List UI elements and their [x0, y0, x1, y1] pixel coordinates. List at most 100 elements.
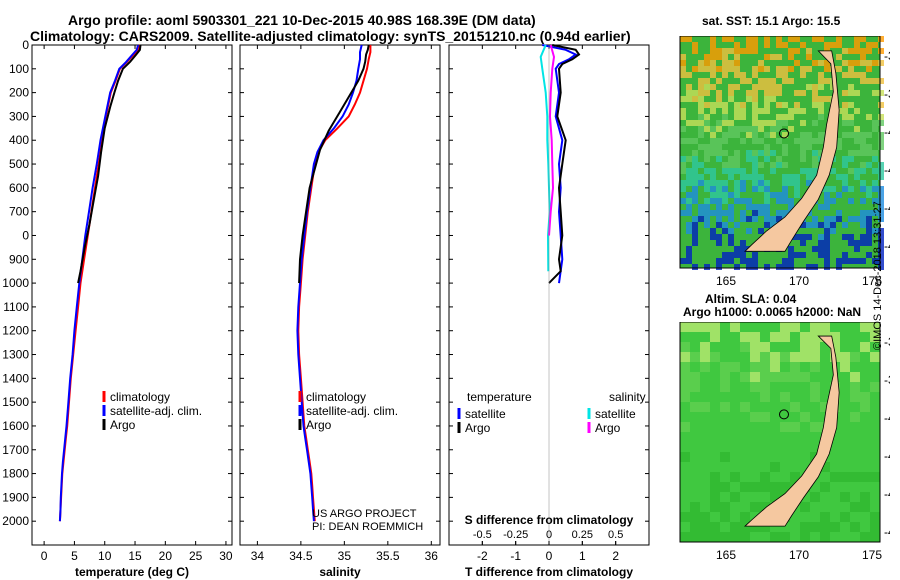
map-cell	[860, 48, 866, 54]
map-cell	[716, 150, 722, 156]
map-cell	[818, 36, 824, 42]
map-cell	[680, 162, 686, 168]
map-cell	[830, 342, 840, 352]
map-cell	[740, 168, 746, 174]
map-cell	[806, 54, 812, 60]
map-cell	[842, 252, 848, 258]
map-content: 165 170 175 -36 -38 -40 -42 -44 -46	[679, 322, 890, 562]
map-cell	[710, 322, 720, 332]
map-cell	[746, 96, 752, 102]
map-cell	[728, 240, 734, 246]
map-cell	[752, 108, 758, 114]
map-cell	[848, 48, 854, 54]
map-cell	[788, 174, 794, 180]
map-y-tick-label: -36	[884, 49, 890, 63]
map-frame	[679, 36, 881, 269]
y-tick-label: 1500	[2, 395, 29, 409]
map-cell	[698, 144, 704, 150]
map-cell	[800, 234, 806, 240]
map-cell	[850, 372, 860, 382]
map-y-tick-label: -40	[884, 125, 890, 139]
map-cell	[836, 36, 842, 42]
map-cell	[704, 204, 710, 210]
map-cell	[764, 54, 770, 60]
land-new-zealand	[744, 50, 840, 252]
map-cell	[752, 132, 758, 138]
map-cell	[810, 322, 820, 332]
map-cell	[686, 156, 692, 162]
map-cell	[758, 120, 764, 126]
map-cell	[686, 180, 692, 186]
map-cell	[776, 72, 782, 78]
map-cell	[692, 42, 698, 48]
map-cell	[878, 174, 884, 180]
y-tick-label: 700	[9, 205, 29, 219]
map-cell	[740, 114, 746, 120]
y-tick-label: 200	[9, 86, 29, 100]
map-cell	[746, 150, 752, 156]
map-cell	[746, 174, 752, 180]
map-cell	[794, 234, 800, 240]
map-cell	[740, 482, 750, 492]
map-cell	[788, 114, 794, 120]
map-cell	[686, 228, 692, 234]
map-cell	[824, 186, 830, 192]
map-cell	[700, 452, 710, 462]
map-cell	[820, 522, 830, 532]
map-cell	[870, 332, 880, 342]
map-cell	[878, 162, 884, 168]
map-cell	[866, 216, 872, 222]
map-y-tick-label: -40	[884, 411, 890, 425]
map-cell	[686, 174, 692, 180]
map-cell	[782, 258, 788, 264]
map-cell	[700, 532, 710, 542]
map-cell	[878, 240, 884, 246]
sla-map: 165 170 175 -36 -38 -40 -42 -44 -46	[679, 322, 890, 562]
map-cell	[722, 192, 728, 198]
map-cell	[692, 90, 698, 96]
map-cell	[700, 352, 710, 362]
map-cell	[752, 96, 758, 102]
map-cell	[758, 108, 764, 114]
map-cell	[842, 48, 848, 54]
map-cell	[860, 54, 866, 60]
map-cell	[866, 144, 872, 150]
map-cell	[824, 228, 830, 234]
map-cell	[740, 246, 746, 252]
map-cell	[854, 108, 860, 114]
map-cell	[710, 332, 720, 342]
map-cell	[810, 362, 820, 372]
map-cell	[710, 132, 716, 138]
map-cell	[872, 198, 878, 204]
map-cell	[740, 198, 746, 204]
map-cell	[720, 422, 730, 432]
map-cell	[780, 402, 790, 412]
map-cell	[740, 332, 750, 342]
map-cell	[782, 162, 788, 168]
pi-label: PI: DEAN ROEMMICH	[312, 521, 423, 533]
map-cell	[704, 90, 710, 96]
map-cell	[850, 382, 860, 392]
map-cell	[758, 138, 764, 144]
map-cell	[710, 36, 716, 42]
map-cell	[710, 228, 716, 234]
map-cell	[824, 78, 830, 84]
map-cell	[872, 258, 878, 264]
map-cell	[750, 342, 760, 352]
map-cell	[716, 138, 722, 144]
map-cell	[872, 180, 878, 186]
map-cell	[710, 422, 720, 432]
y-tick-label: 1900	[2, 490, 29, 504]
map-cell	[740, 532, 750, 542]
map-cell	[872, 168, 878, 174]
map-cell	[872, 42, 878, 48]
map-cell	[746, 228, 752, 234]
map-cell	[716, 144, 722, 150]
x-tick-label: 30	[219, 549, 233, 563]
map-cell	[704, 156, 710, 162]
map-cell	[716, 48, 722, 54]
map-cell	[810, 352, 820, 362]
map-cell	[686, 120, 692, 126]
map-cell	[824, 240, 830, 246]
y-tick-label: 1100	[3, 300, 29, 314]
